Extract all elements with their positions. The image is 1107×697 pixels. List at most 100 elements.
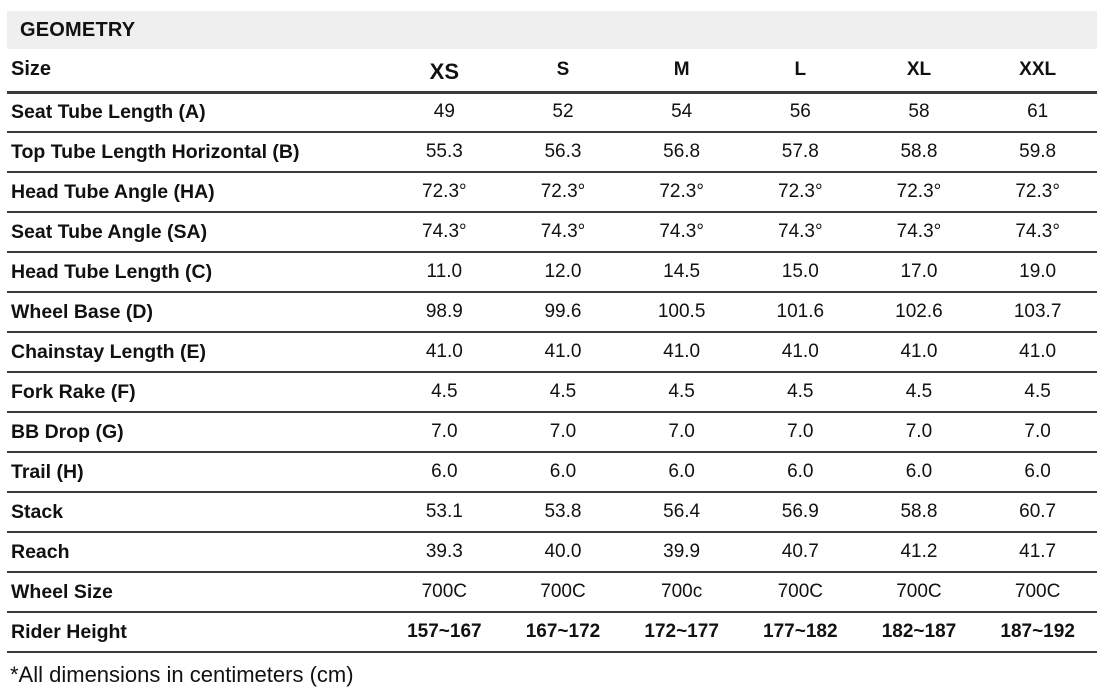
cell-value: 74.3° <box>385 212 504 253</box>
size-col-header: L <box>740 49 860 94</box>
cell-value: 72.3° <box>385 172 504 213</box>
cell-value: 72.3° <box>622 172 741 213</box>
cell-value: 167~172 <box>503 612 623 653</box>
cell-value: 56.4 <box>622 492 741 533</box>
cell-value: 177~182 <box>740 612 860 653</box>
cell-value: 99.6 <box>503 292 623 333</box>
cell-value: 157~167 <box>385 612 504 653</box>
cell-value: 52 <box>503 92 623 133</box>
table-row: Top Tube Length Horizontal (B) 55.3 56.3 56… <box>7 132 1097 173</box>
cell-value: 74.3° <box>978 212 1097 253</box>
cell-value: 4.5 <box>385 372 504 413</box>
cell-value: 7.0 <box>740 412 860 453</box>
cell-value: 72.3° <box>740 172 860 213</box>
table-row: Wheel Base (D) 98.9 99.6 100.5 101.6 102.6 103… <box>7 292 1097 333</box>
cell-value: 41.0 <box>740 332 860 373</box>
cell-value: 100.5 <box>622 292 741 333</box>
cell-value: 72.3° <box>978 172 1097 213</box>
cell-value: 53.8 <box>503 492 623 533</box>
cell-value: 15.0 <box>740 252 860 293</box>
cell-value: 59.8 <box>978 132 1097 173</box>
cell-value: 700C <box>385 572 504 613</box>
cell-value: 41.0 <box>622 332 741 373</box>
cell-value: 6.0 <box>740 452 860 493</box>
cell-value: 41.0 <box>859 332 979 373</box>
cell-value: 11.0 <box>385 252 504 293</box>
cell-value: 58 <box>859 92 979 133</box>
cell-value: 40.7 <box>740 532 860 573</box>
cell-value: 6.0 <box>503 452 623 493</box>
section-title: GEOMETRY <box>20 18 136 41</box>
row-label: Head Tube Length (C) <box>7 252 385 293</box>
size-col-header: S <box>503 49 623 94</box>
cell-value: 6.0 <box>385 452 504 493</box>
cell-value: 60.7 <box>978 492 1097 533</box>
cell-value: 182~187 <box>859 612 979 653</box>
row-label: BB Drop (G) <box>7 412 385 453</box>
table-row: BB Drop (G) 7.0 7.0 7.0 7.0 7.0 7.0 <box>7 412 1097 453</box>
cell-value: 103.7 <box>978 292 1097 333</box>
cell-value: 54 <box>622 92 741 133</box>
cell-value: 700C <box>978 572 1097 613</box>
table-row: Chainstay Length (E) 41.0 41.0 41.0 41.0 41.0… <box>7 332 1097 373</box>
geometry-table: Size XS S M L XL XXL Seat Tube Length (A) 49 52… <box>7 49 1097 653</box>
table-row: Head Tube Angle (HA) 72.3° 72.3° 72.3° 72.3°… <box>7 172 1097 213</box>
size-col-header: XL <box>859 49 979 94</box>
table-row: Reach 39.3 40.0 39.9 40.7 41.2 41.7 <box>7 532 1097 573</box>
cell-value: 4.5 <box>978 372 1097 413</box>
units-footnote: *All dimensions in centimeters (cm) <box>10 662 354 687</box>
table-row: Trail (H) 6.0 6.0 6.0 6.0 6.0 6.0 <box>7 452 1097 493</box>
cell-value: 74.3° <box>859 212 979 253</box>
cell-value: 4.5 <box>859 372 979 413</box>
size-col-header: XXL <box>978 49 1097 94</box>
cell-value: 172~177 <box>622 612 741 653</box>
row-label: Seat Tube Angle (SA) <box>7 212 385 253</box>
table-row: Rider Height 157~167 167~172 172~177 177~182… <box>7 612 1097 653</box>
cell-value: 55.3 <box>385 132 504 173</box>
cell-value: 74.3° <box>740 212 860 253</box>
cell-value: 17.0 <box>859 252 979 293</box>
row-label: Top Tube Length Horizontal (B) <box>7 132 385 173</box>
cell-value: 41.0 <box>385 332 504 373</box>
cell-value: 19.0 <box>978 252 1097 293</box>
row-label: Wheel Base (D) <box>7 292 385 333</box>
cell-value: 58.8 <box>859 132 979 173</box>
table-row: Seat Tube Length (A) 49 52 54 56 58 61 <box>7 92 1097 133</box>
row-label: Seat Tube Length (A) <box>7 92 385 133</box>
cell-value: 101.6 <box>740 292 860 333</box>
row-label: Reach <box>7 532 385 573</box>
cell-value: 56 <box>740 92 860 133</box>
cell-value: 7.0 <box>978 412 1097 453</box>
cell-value: 98.9 <box>385 292 504 333</box>
cell-value: 7.0 <box>859 412 979 453</box>
cell-value: 700C <box>859 572 979 613</box>
cell-value: 700c <box>622 572 741 613</box>
cell-value: 14.5 <box>622 252 741 293</box>
cell-value: 4.5 <box>622 372 741 413</box>
cell-value: 12.0 <box>503 252 623 293</box>
cell-value: 72.3° <box>859 172 979 213</box>
cell-value: 72.3° <box>503 172 623 213</box>
size-row-label: Size <box>7 49 385 94</box>
section-header-bar: GEOMETRY <box>7 11 1097 49</box>
table-row: Stack 53.1 53.8 56.4 56.9 58.8 60.7 <box>7 492 1097 533</box>
cell-value: 7.0 <box>503 412 623 453</box>
table-row: Seat Tube Angle (SA) 74.3° 74.3° 74.3° 74.3°… <box>7 212 1097 253</box>
cell-value: 61 <box>978 92 1097 133</box>
row-label: Fork Rake (F) <box>7 372 385 413</box>
cell-value: 56.8 <box>622 132 741 173</box>
cell-value: 700C <box>740 572 860 613</box>
table-row: Fork Rake (F) 4.5 4.5 4.5 4.5 4.5 4.5 <box>7 372 1097 413</box>
cell-value: 41.7 <box>978 532 1097 573</box>
row-label: Wheel Size <box>7 572 385 613</box>
row-label: Trail (H) <box>7 452 385 493</box>
cell-value: 187~192 <box>978 612 1097 653</box>
cell-value: 56.3 <box>503 132 623 173</box>
row-label: Chainstay Length (E) <box>7 332 385 373</box>
cell-value: 39.9 <box>622 532 741 573</box>
cell-value: 39.3 <box>385 532 504 573</box>
cell-value: 58.8 <box>859 492 979 533</box>
row-label: Rider Height <box>7 612 385 653</box>
cell-value: 7.0 <box>622 412 741 453</box>
